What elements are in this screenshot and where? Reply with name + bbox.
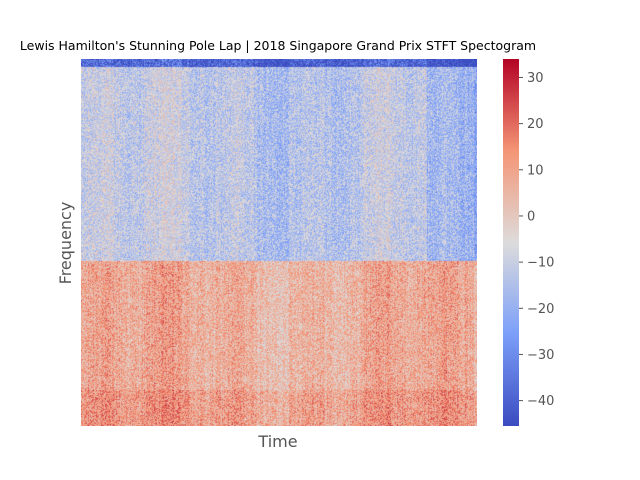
colorbar-tick-label: −10 [527, 256, 554, 271]
colorbar: 30 20 10 0 −10 −20 −30 −40 [503, 59, 554, 426]
x-axis-label: Time [257, 432, 297, 451]
colorbar-tick-label: 20 [527, 117, 544, 132]
colorbar-ticks: 30 20 10 0 −10 −20 −30 −40 [519, 71, 554, 409]
heatmap-plot-area [81, 59, 477, 426]
colorbar-tick-label: 10 [527, 163, 544, 178]
heatmap-image [81, 59, 477, 426]
colorbar-gradient [503, 59, 519, 426]
chart-title: Lewis Hamilton's Stunning Pole Lap | 201… [20, 38, 536, 53]
colorbar-tick-label: −20 [527, 302, 554, 317]
colorbar-tick-label: −40 [527, 394, 554, 409]
colorbar-tick-label: 0 [527, 209, 535, 224]
colorbar-tick-label: 30 [527, 71, 544, 86]
y-axis-label: Frequency [56, 202, 75, 285]
colorbar-tick-label: −30 [527, 348, 554, 363]
